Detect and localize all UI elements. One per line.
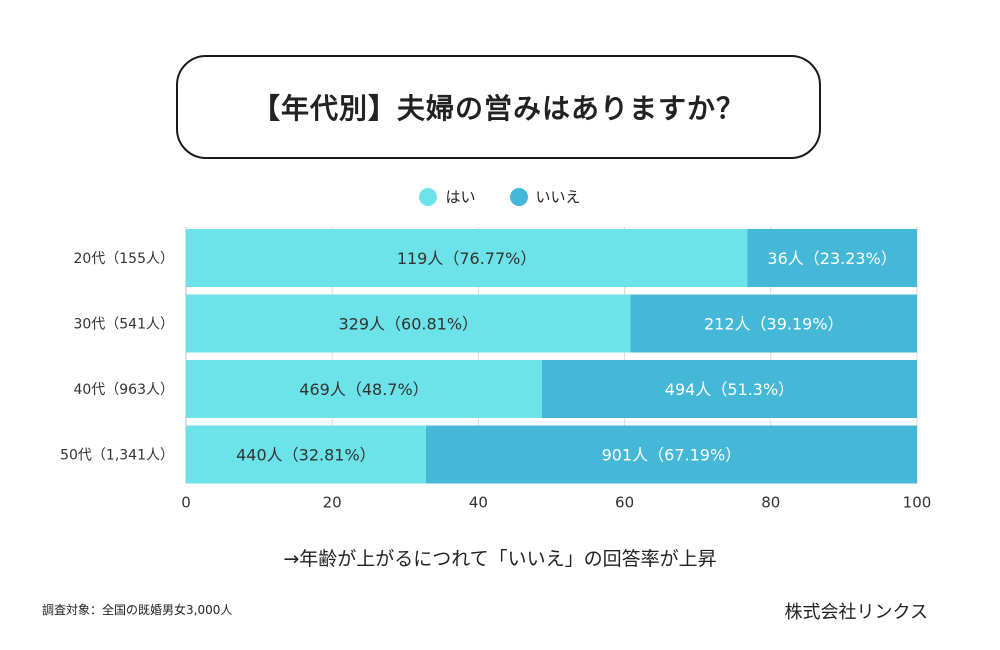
trend-note: →年齢が上がるにつれて「いいえ」の回答率が上昇 <box>283 548 717 570</box>
legend-swatch-no <box>509 187 528 206</box>
data-label-yes: 329人（60.81%） <box>338 315 478 334</box>
legend: はい いいえ <box>0 186 1000 207</box>
data-label-no: 36人（23.23%） <box>767 249 896 268</box>
x-tick-label: 0 <box>181 494 191 512</box>
chart-title: 【年代別】夫婦の営みはありますか？ <box>251 92 745 125</box>
bar-segment-no <box>541 360 917 418</box>
legend-item-yes: はい <box>419 186 476 207</box>
x-tick-label: 40 <box>469 494 488 512</box>
legend-swatch-yes <box>419 187 438 206</box>
data-label-no: 494人（51.3%） <box>665 380 794 399</box>
bar-segment-no <box>630 294 917 353</box>
category-label: 50代（1,341人） <box>60 448 174 464</box>
company-name: 株式会社リンクス <box>784 602 928 623</box>
x-tick-label: 100 <box>903 494 932 512</box>
data-label-no: 901人（67.19%） <box>602 446 742 465</box>
bar-segment-yes <box>186 425 426 484</box>
bar-segment-no <box>747 229 917 287</box>
x-tick-label: 60 <box>615 494 634 512</box>
legend-label-no: いいえ <box>535 188 581 206</box>
data-label-yes: 440人（32.81%） <box>236 446 376 465</box>
category-label: 40代（963人） <box>73 382 174 398</box>
bar-segment-yes <box>186 229 748 287</box>
bar-segment-no <box>425 425 917 484</box>
survey-source: 調査対象：全国の既婚男女3,000人 <box>42 603 233 617</box>
legend-label-yes: はい <box>445 188 476 206</box>
data-label-no: 212人（39.19%） <box>704 315 844 334</box>
legend-item-no: いいえ <box>509 186 581 207</box>
title-box: 【年代別】夫婦の営みはありますか？ <box>176 55 821 159</box>
category-label: 20代（155人） <box>73 251 174 267</box>
data-label-yes: 469人（48.7%） <box>299 380 428 399</box>
bar-segment-yes <box>186 294 631 353</box>
x-tick-label: 20 <box>323 494 342 512</box>
x-tick-label: 80 <box>761 494 780 512</box>
bar-segment-yes <box>186 360 542 418</box>
category-label: 30代（541人） <box>73 317 174 333</box>
data-label-yes: 119人（76.77%） <box>397 249 537 268</box>
